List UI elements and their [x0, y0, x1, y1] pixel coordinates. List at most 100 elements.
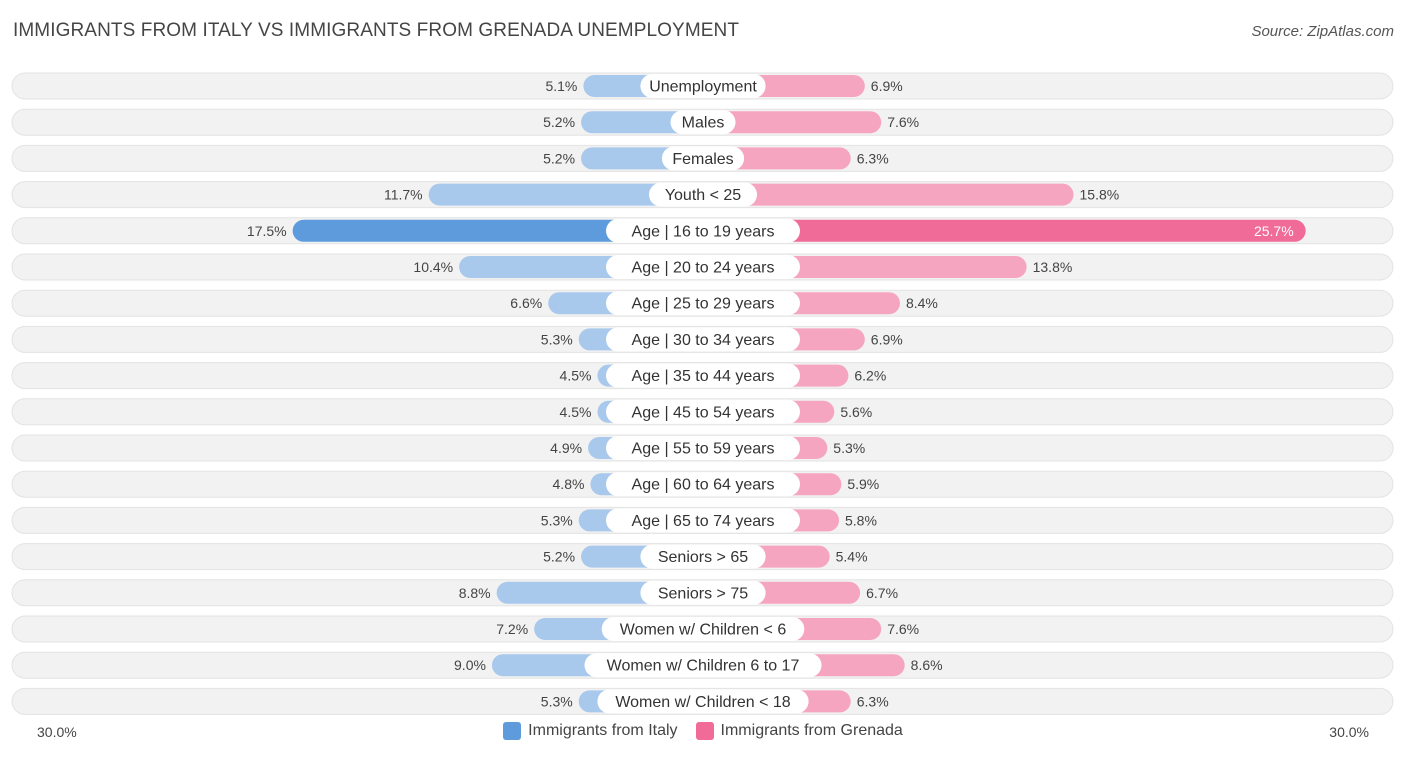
value-label-italy: 11.7%: [384, 187, 423, 203]
category-pill: [640, 74, 766, 98]
chart-row[interactable]: 5.3% 5.8% Age | 65 to 74 years: [11, 506, 1394, 534]
chart-row[interactable]: 5.3% 6.3% Women w/ Children < 18: [11, 687, 1394, 715]
category-pill: [640, 580, 766, 605]
category-pill: [606, 218, 800, 243]
legend-swatch-grenada: [695, 722, 714, 740]
category-label: Seniors > 65: [658, 549, 748, 566]
category-pill: [606, 436, 800, 460]
value-label-italy: 4.8%: [553, 476, 585, 492]
value-label-italy: 4.9%: [550, 440, 582, 456]
bar-grenada: [703, 219, 1306, 242]
chart-row[interactable]: 4.5% 5.6% Age | 45 to 54 years: [11, 398, 1394, 426]
bar-italy: [428, 183, 703, 206]
value-label-italy: 5.3%: [541, 331, 573, 347]
value-label-grenada: 8.4%: [906, 295, 938, 311]
value-label-grenada: 15.8%: [1080, 187, 1120, 203]
category-label: Women w/ Children 6 to 17: [607, 658, 800, 675]
legend-item-grenada[interactable]: Immigrants from Grenada: [695, 722, 903, 740]
chart-row[interactable]: 11.7% 15.8% Youth < 25: [11, 181, 1394, 209]
category-label: Age | 65 to 74 years: [632, 513, 775, 530]
category-label: Women w/ Children < 6: [620, 622, 787, 639]
axis-min-label: 30.0%: [37, 724, 77, 740]
value-label-grenada: 6.3%: [857, 693, 889, 709]
value-label-italy: 5.2%: [543, 114, 575, 130]
category-label: Age | 16 to 19 years: [632, 223, 775, 240]
value-label-grenada: 7.6%: [887, 114, 919, 130]
value-label-grenada: 6.9%: [871, 331, 903, 347]
category-pill: [640, 544, 766, 569]
value-label-italy: 5.1%: [545, 78, 577, 94]
category-pill: [606, 399, 800, 424]
value-label-grenada: 6.9%: [871, 78, 903, 94]
category-pill: [649, 182, 757, 207]
value-label-italy: 6.6%: [510, 295, 542, 311]
value-label-grenada: 6.3%: [857, 150, 889, 166]
chart-row[interactable]: 5.2% 5.4% Seniors > 65: [11, 543, 1394, 571]
category-pill: [584, 653, 822, 678]
value-label-italy: 8.8%: [459, 585, 491, 601]
value-label-italy: 5.2%: [543, 150, 575, 166]
category-pill: [606, 363, 800, 388]
legend-item-italy[interactable]: Immigrants from Italy: [503, 722, 678, 740]
value-label-grenada: 7.6%: [887, 621, 919, 637]
value-label-grenada: 5.9%: [847, 476, 879, 492]
chart-row[interactable]: 6.6% 8.4% Age | 25 to 29 years: [11, 289, 1394, 317]
value-label-italy: 4.5%: [560, 368, 592, 384]
chart-row[interactable]: 9.0% 8.6% Women w/ Children 6 to 17: [11, 651, 1394, 679]
chart-row[interactable]: 5.3% 6.9% Age | 30 to 34 years: [11, 325, 1394, 353]
chart-row[interactable]: 5.1% 6.9% Unemployment: [11, 72, 1394, 100]
value-label-italy: 4.5%: [560, 404, 592, 420]
value-label-grenada: 6.2%: [854, 368, 886, 384]
category-label: Age | 25 to 29 years: [632, 296, 775, 313]
category-label: Age | 55 to 59 years: [632, 441, 775, 458]
value-label-italy: 5.3%: [541, 512, 573, 528]
chart-row[interactable]: 5.2% 6.3% Females: [11, 144, 1394, 172]
chart-row[interactable]: 4.5% 6.2% Age | 35 to 44 years: [11, 362, 1394, 390]
legend-swatch-italy: [503, 722, 522, 740]
legend-label-italy: Immigrants from Italy: [528, 722, 678, 739]
value-label-italy: 5.2%: [543, 549, 575, 565]
value-label-italy: 7.2%: [496, 621, 528, 637]
chart-row[interactable]: 10.4% 13.8% Age | 20 to 24 years: [11, 253, 1394, 281]
value-label-grenada: 6.7%: [866, 585, 898, 601]
category-pill: [606, 291, 800, 316]
legend-label-grenada: Immigrants from Grenada: [720, 722, 903, 739]
category-pill: [606, 255, 800, 279]
category-label: Age | 20 to 24 years: [632, 260, 775, 277]
chart-row[interactable]: 4.9% 5.3% Age | 55 to 59 years: [11, 434, 1394, 462]
bar-grenada: [703, 111, 882, 134]
chart-row[interactable]: 8.8% 6.7% Seniors > 75: [11, 579, 1394, 607]
value-label-grenada: 5.8%: [845, 512, 877, 528]
value-label-grenada: 8.6%: [911, 657, 943, 673]
category-pill: [606, 327, 800, 352]
category-label: Females: [672, 151, 733, 168]
category-label: Age | 35 to 44 years: [632, 368, 775, 385]
category-label: Seniors > 75: [658, 585, 748, 602]
chart-row[interactable]: 17.5% 25.7% Age | 16 to 19 years: [11, 217, 1394, 245]
category-pill: [601, 617, 805, 641]
value-label-grenada: 25.7%: [1254, 223, 1294, 239]
category-pill: [606, 508, 800, 533]
bar-italy: [292, 219, 703, 242]
category-label: Youth < 25: [665, 187, 741, 204]
value-label-grenada: 5.4%: [836, 549, 868, 565]
value-label-grenada: 5.3%: [833, 440, 865, 456]
category-pill: [606, 472, 800, 497]
value-label-italy: 9.0%: [454, 657, 486, 673]
value-label-italy: 10.4%: [413, 259, 453, 275]
axis-max-label: 30.0%: [1329, 724, 1369, 740]
value-label-grenada: 5.6%: [840, 404, 872, 420]
category-label: Age | 45 to 54 years: [632, 404, 775, 421]
chart-row[interactable]: 7.2% 7.6% Women w/ Children < 6: [11, 615, 1394, 643]
category-pill: [670, 110, 736, 135]
value-label-italy: 5.3%: [541, 693, 573, 709]
category-pill: [597, 689, 809, 714]
chart-row[interactable]: 5.2% 7.6% Males: [11, 108, 1394, 136]
value-label-grenada: 13.8%: [1033, 259, 1073, 275]
category-label: Unemployment: [649, 79, 757, 96]
value-label-italy: 17.5%: [247, 223, 287, 239]
chart-row[interactable]: 4.8% 5.9% Age | 60 to 64 years: [11, 470, 1394, 498]
category-label: Males: [682, 115, 725, 132]
chart-title: IMMIGRANTS FROM ITALY VS IMMIGRANTS FROM…: [13, 20, 740, 41]
